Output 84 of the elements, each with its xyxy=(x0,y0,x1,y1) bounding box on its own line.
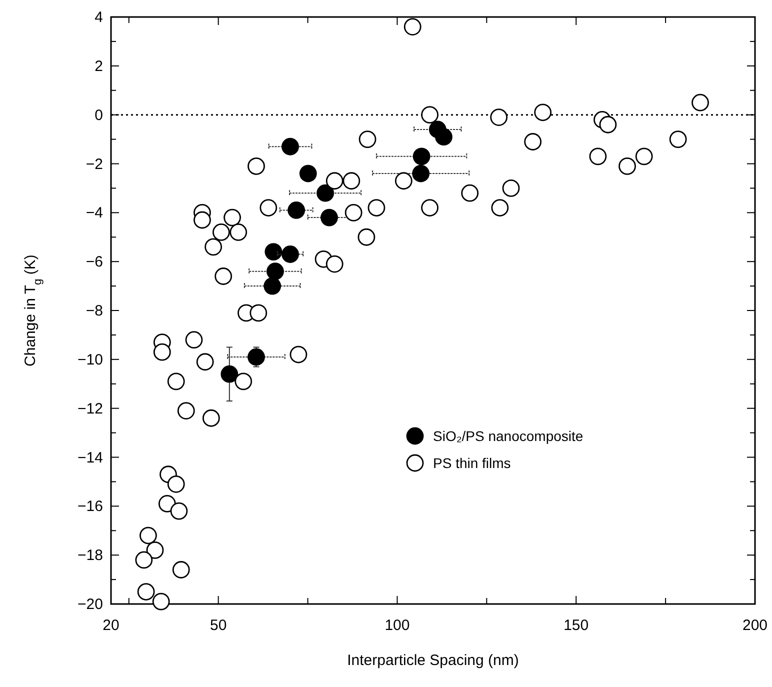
point xyxy=(167,475,185,493)
point xyxy=(224,208,241,226)
point xyxy=(194,211,211,229)
y-tick-label: 4 xyxy=(94,9,103,26)
point xyxy=(152,592,170,610)
point xyxy=(358,130,376,148)
point xyxy=(177,402,195,420)
point xyxy=(490,108,508,126)
point xyxy=(534,104,552,122)
point xyxy=(288,202,306,219)
point xyxy=(326,255,344,273)
y-tick-label: −18 xyxy=(78,547,103,564)
point xyxy=(204,238,222,256)
point xyxy=(599,116,617,134)
point xyxy=(412,164,430,182)
point xyxy=(316,184,334,202)
x-tick-label: 200 xyxy=(742,617,768,634)
point xyxy=(158,495,176,512)
point xyxy=(502,180,520,197)
point xyxy=(135,551,153,569)
point xyxy=(524,133,542,150)
point xyxy=(260,199,278,216)
point xyxy=(342,172,360,190)
point xyxy=(589,148,607,166)
y-tick-label: −10 xyxy=(78,351,103,368)
point xyxy=(248,348,265,366)
y-tick-label: −12 xyxy=(78,400,103,418)
y-tick-label: −4 xyxy=(86,204,103,222)
point xyxy=(282,138,299,156)
point xyxy=(326,172,344,190)
y-tick-label: 2 xyxy=(94,58,103,75)
x-tick-label: 20 xyxy=(102,617,120,634)
x-tick-label: 100 xyxy=(384,617,410,634)
point xyxy=(421,199,438,216)
point xyxy=(669,130,687,148)
point xyxy=(264,277,282,295)
point xyxy=(264,243,282,260)
point xyxy=(618,157,636,175)
point xyxy=(368,199,386,216)
point xyxy=(404,18,422,36)
y-tick-label: −20 xyxy=(78,596,103,613)
point xyxy=(137,583,155,600)
point xyxy=(412,148,430,166)
point xyxy=(290,346,308,364)
legend-label: PS thin films xyxy=(433,455,511,471)
point xyxy=(172,561,190,578)
legend-label: SiO₂/PS nanocomposite xyxy=(433,428,584,444)
point xyxy=(214,268,232,285)
point xyxy=(461,184,479,202)
point xyxy=(491,199,509,216)
point xyxy=(140,526,157,544)
point xyxy=(230,224,248,241)
y-tick-label: −6 xyxy=(86,254,103,271)
point xyxy=(202,409,220,427)
point xyxy=(320,208,338,226)
point xyxy=(435,128,452,146)
point xyxy=(266,262,284,280)
point xyxy=(248,157,265,175)
x-axis-title: Interparticle Spacing (nm) xyxy=(347,652,519,669)
x-tick-label: 50 xyxy=(210,617,227,634)
point xyxy=(234,372,252,390)
point xyxy=(212,224,230,241)
point xyxy=(250,304,268,322)
x-tick-label: 150 xyxy=(564,617,589,634)
point xyxy=(692,94,709,112)
y-tick-label: −8 xyxy=(86,302,103,320)
point xyxy=(196,353,214,371)
point xyxy=(299,164,317,182)
y-tick-label: 0 xyxy=(94,106,103,124)
point xyxy=(185,331,203,349)
point xyxy=(146,541,164,559)
point xyxy=(344,204,362,222)
point xyxy=(394,172,412,190)
point xyxy=(421,106,438,124)
point xyxy=(220,365,238,383)
point xyxy=(282,246,299,263)
point xyxy=(358,228,376,246)
point xyxy=(153,343,171,361)
point xyxy=(167,372,185,390)
y-tick-label: −14 xyxy=(78,449,103,466)
point xyxy=(635,148,653,166)
y-tick-label: −2 xyxy=(86,156,103,173)
point xyxy=(170,502,188,520)
y-tick-label: −16 xyxy=(78,498,103,516)
